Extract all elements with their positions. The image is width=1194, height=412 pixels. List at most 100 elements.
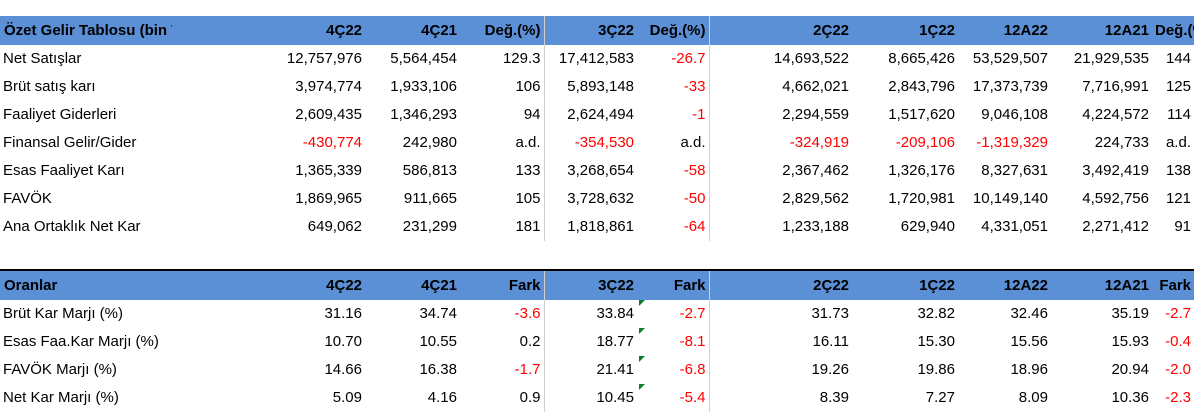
value-cell[interactable]: -3.6 (460, 300, 545, 328)
value-cell[interactable]: 3,268,654 (567, 162, 634, 179)
summary-header-cell[interactable]: Değ.(%) (460, 16, 545, 45)
value-cell[interactable]: -58 (637, 157, 710, 185)
value-cell[interactable]: 114 (1167, 106, 1191, 123)
value-cell[interactable]: 2,843,796 (888, 78, 955, 95)
value-cell[interactable]: 15.30 (917, 333, 955, 350)
value-cell[interactable]: 31.73 (811, 305, 849, 322)
summary-header-cell[interactable]: 12A21 (1051, 16, 1152, 45)
value-cell[interactable]: 91 (1174, 218, 1191, 235)
value-cell[interactable]: 15.56 (1010, 333, 1048, 350)
value-cell[interactable]: 3,974,774 (295, 78, 362, 95)
value-cell[interactable]: 9,046,108 (981, 106, 1048, 123)
value-cell[interactable]: -354,530 (574, 134, 634, 151)
value-cell[interactable]: 1,869,965 (295, 190, 362, 207)
value-cell[interactable]: 1,233,188 (782, 218, 849, 235)
value-cell[interactable]: 8.39 (819, 389, 849, 406)
value-cell[interactable]: 15.93 (1111, 333, 1149, 350)
value-cell[interactable]: 34.74 (419, 305, 457, 322)
value-cell[interactable]: 125 (1165, 78, 1191, 95)
value-cell[interactable]: 181 (460, 213, 545, 241)
value-cell[interactable]: 8,327,631 (981, 162, 1048, 179)
value-cell[interactable]: 121 (1165, 190, 1191, 207)
value-cell[interactable]: 20.94 (1111, 361, 1149, 378)
value-cell[interactable]: 17,412,583 (558, 50, 634, 67)
value-cell[interactable]: -1,319,329 (976, 134, 1048, 151)
value-cell[interactable]: 129.3 (460, 45, 545, 73)
value-cell[interactable]: 16.11 (812, 333, 849, 350)
summary-header-cell[interactable]: 12A22 (958, 16, 1051, 45)
value-cell[interactable]: -324,919 (789, 134, 849, 151)
row-label-cell[interactable]: Finansal Gelir/Gider (3, 134, 137, 151)
row-label-cell[interactable]: Brüt satış karı (3, 78, 96, 95)
value-cell[interactable]: -6.8 (637, 356, 710, 384)
value-cell[interactable]: 21.41 (596, 361, 634, 378)
value-cell[interactable]: 8.09 (1018, 389, 1048, 406)
value-cell[interactable]: a.d. (460, 129, 545, 157)
summary-header-cell[interactable]: Değ.(%) (1152, 16, 1194, 45)
row-label-cell[interactable]: Faaliyet Giderleri (3, 106, 117, 123)
value-cell[interactable]: 0.2 (460, 328, 545, 356)
ratios-header-cell[interactable]: 4Ç22 (172, 269, 365, 300)
ratios-header-cell[interactable]: 12A21 (1051, 269, 1152, 300)
value-cell[interactable]: 138 (1165, 162, 1191, 179)
value-cell[interactable]: -430,774 (302, 134, 362, 151)
value-cell[interactable]: -2.7 (1165, 305, 1191, 322)
value-cell[interactable]: -33 (637, 73, 710, 101)
value-cell[interactable]: 2,367,462 (782, 162, 849, 179)
ratios-header-cell[interactable]: 2Ç22 (709, 269, 852, 300)
value-cell[interactable]: 106 (460, 73, 545, 101)
ratios-header-cell[interactable]: 3Ç22 (544, 269, 637, 300)
value-cell[interactable]: 649,062 (307, 218, 362, 235)
value-cell[interactable]: 94 (460, 101, 545, 129)
value-cell[interactable]: 586,813 (402, 162, 457, 179)
value-cell[interactable]: -50 (637, 185, 710, 213)
value-cell[interactable]: 2,294,559 (782, 106, 849, 123)
value-cell[interactable]: 105 (460, 185, 545, 213)
value-cell[interactable]: 242,980 (402, 134, 457, 151)
value-cell[interactable]: 18.96 (1010, 361, 1048, 378)
row-label-cell[interactable]: Esas Faaliyet Karı (3, 162, 125, 179)
value-cell[interactable]: 629,940 (900, 218, 955, 235)
value-cell[interactable]: 1,720,981 (888, 190, 955, 207)
value-cell[interactable]: 5,564,454 (390, 50, 457, 67)
value-cell[interactable]: 5,893,148 (567, 78, 634, 95)
value-cell[interactable]: -2.3 (1165, 389, 1191, 406)
value-cell[interactable]: 1,933,106 (390, 78, 457, 95)
row-label-cell[interactable]: Brüt Kar Marjı (%) (3, 305, 124, 322)
ratios-header-cell[interactable]: 4Ç21 (365, 269, 460, 300)
value-cell[interactable]: 2,624,494 (567, 106, 634, 123)
value-cell[interactable]: 2,829,562 (782, 190, 849, 207)
value-cell[interactable]: 53,529,507 (972, 50, 1048, 67)
value-cell[interactable]: -0.4 (1165, 333, 1191, 350)
value-cell[interactable]: a.d. (637, 129, 710, 157)
value-cell[interactable]: 21,929,535 (1073, 50, 1149, 67)
value-cell[interactable]: 19.26 (811, 361, 849, 378)
ratios-header-cell[interactable]: Oranlar (0, 269, 172, 300)
value-cell[interactable]: -64 (637, 213, 710, 241)
value-cell[interactable]: -2.0 (1165, 361, 1191, 378)
value-cell[interactable]: 31.16 (324, 305, 362, 322)
value-cell[interactable]: -209,106 (895, 134, 955, 151)
value-cell[interactable]: 133 (460, 157, 545, 185)
value-cell[interactable]: 2,609,435 (295, 106, 362, 123)
value-cell[interactable]: 35.19 (1111, 305, 1149, 322)
row-label-cell[interactable]: FAVÖK Marjı (%) (3, 361, 117, 378)
ratios-header-cell[interactable]: Fark (460, 269, 545, 300)
ratios-header-cell[interactable]: Fark (637, 269, 710, 300)
value-cell[interactable]: 4,224,572 (1082, 106, 1149, 123)
value-cell[interactable]: 12,757,976 (286, 50, 362, 67)
row-label-cell[interactable]: Esas Faa.Kar Marjı (%) (3, 333, 159, 350)
value-cell[interactable]: 7,716,991 (1082, 78, 1149, 95)
value-cell[interactable]: 4,331,051 (981, 218, 1048, 235)
value-cell[interactable]: 16.38 (419, 361, 457, 378)
summary-header-cell[interactable]: 4Ç22 (172, 16, 365, 45)
row-label-cell[interactable]: Net Satışlar (3, 50, 82, 67)
value-cell[interactable]: 1,326,176 (888, 162, 955, 179)
value-cell[interactable]: 10,149,140 (972, 190, 1048, 207)
value-cell[interactable]: 32.82 (917, 305, 955, 322)
value-cell[interactable]: -5.4 (637, 384, 710, 412)
value-cell[interactable]: 5.09 (332, 389, 362, 406)
value-cell[interactable]: 1,346,293 (390, 106, 457, 123)
value-cell[interactable]: 1,365,339 (295, 162, 362, 179)
row-label-cell[interactable]: Ana Ortaklık Net Kar (3, 218, 141, 235)
